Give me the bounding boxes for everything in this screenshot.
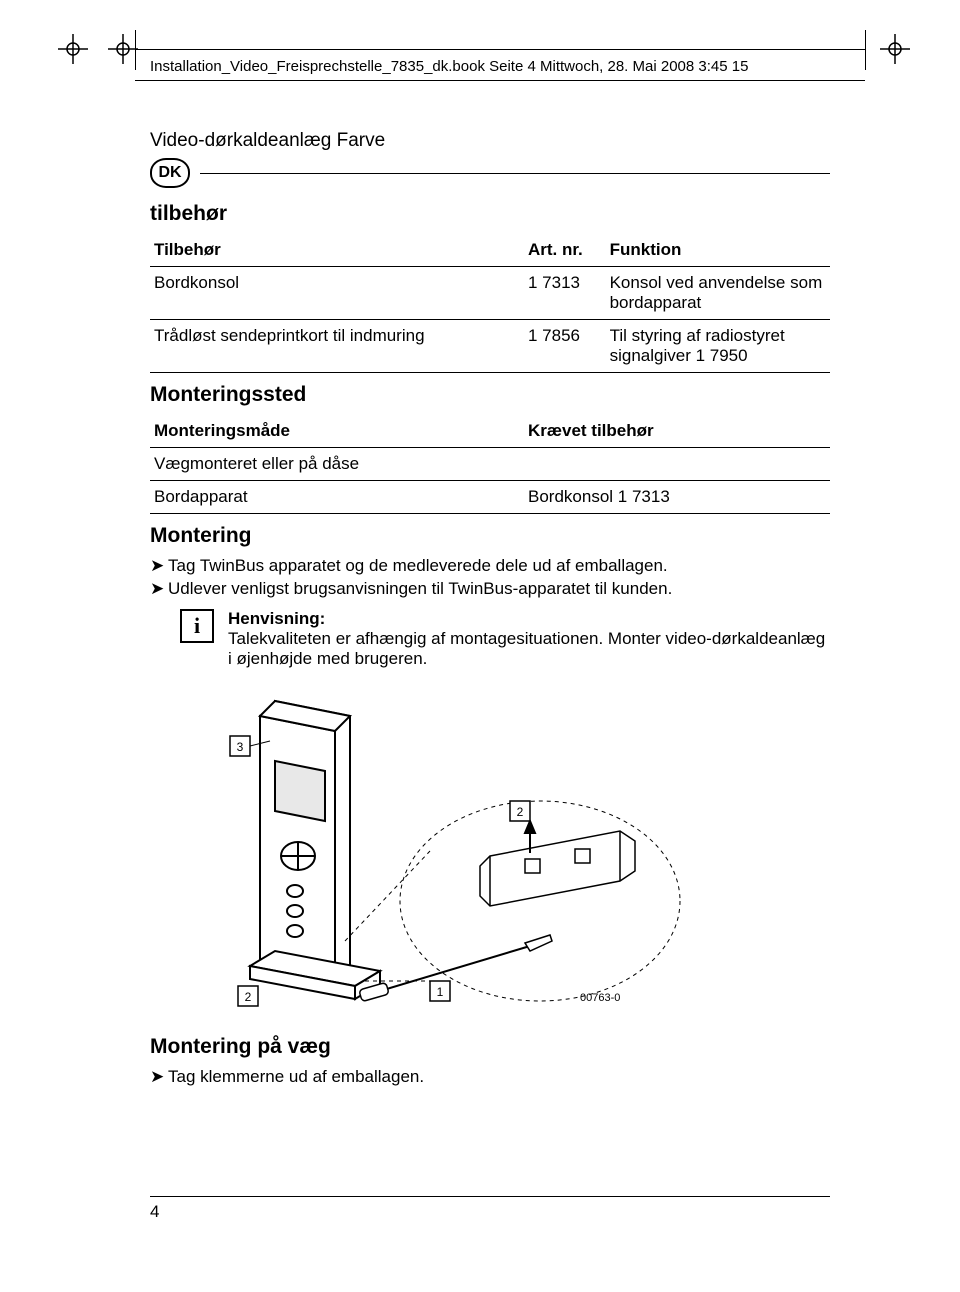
callout-2a: 2 — [245, 990, 252, 1004]
info-icon: i — [180, 609, 214, 643]
cell: 1 7856 — [524, 320, 606, 373]
cell: Konsol ved anvendelse som bordapparat — [606, 267, 830, 320]
footer-rule — [150, 1196, 830, 1197]
callout-1: 1 — [437, 985, 444, 999]
cell: Bordapparat — [150, 481, 524, 514]
cell: Trådløst sendeprintkort til indmuring — [150, 320, 524, 373]
header-underline — [135, 80, 865, 81]
header-rule — [135, 49, 865, 50]
title-rule — [200, 173, 830, 174]
figure-code: 00763-0 — [580, 992, 620, 1004]
section-montering: Montering — [150, 524, 830, 548]
mounting-diagram: 3 2 — [180, 681, 700, 1021]
th-funktion: Funktion — [606, 234, 830, 267]
arrow-icon: ➤ — [150, 556, 168, 576]
step-text: Tag TwinBus apparatet og de medleverede … — [168, 556, 668, 576]
th-tilbehor: Tilbehør — [150, 234, 524, 267]
step-text: Tag klemmerne ud af emballagen. — [168, 1067, 424, 1087]
table-row: Bordapparat Bordkonsol 1 7313 — [150, 481, 830, 514]
accessories-table: Tilbehør Art. nr. Funktion Bordkonsol 1 … — [150, 234, 830, 373]
th-monteringsmaade: Monteringsmåde — [150, 415, 524, 448]
reg-mark — [58, 34, 88, 64]
language-badge: DK — [150, 158, 190, 188]
cell — [524, 448, 830, 481]
section-monteringssted: Monteringssted — [150, 383, 830, 407]
mounting-table: Monteringsmåde Krævet tilbehør Vægmonter… — [150, 415, 830, 514]
th-artnr: Art. nr. — [524, 234, 606, 267]
section-montering-vaeg: Montering på væg — [150, 1035, 830, 1059]
cell: Bordkonsol — [150, 267, 524, 320]
cell: Til styring af radiostyret signalgiver 1… — [606, 320, 830, 373]
vaeg-steps: ➤Tag klemmerne ud af emballagen. — [150, 1067, 830, 1087]
info-body: Talekvaliteten er afhængig af montagesit… — [228, 629, 825, 668]
callout-3: 3 — [237, 740, 244, 754]
cell: 1 7313 — [524, 267, 606, 320]
table-row: Bordkonsol 1 7313 Konsol ved anvendelse … — [150, 267, 830, 320]
th-kraevet: Krævet tilbehør — [524, 415, 830, 448]
arrow-icon: ➤ — [150, 579, 168, 599]
info-note: Henvisning: Talekvaliteten er afhængig a… — [228, 609, 830, 669]
reg-mark — [108, 34, 138, 64]
cell: Vægmonteret eller på dåse — [150, 448, 524, 481]
step-text: Udlever venligst brugsanvisningen til Tw… — [168, 579, 672, 599]
callout-2b: 2 — [517, 805, 524, 819]
header-rule-v1 — [135, 30, 136, 70]
header-text: Installation_Video_Freisprechstelle_7835… — [150, 58, 748, 75]
table-row: Trådløst sendeprintkort til indmuring 1 … — [150, 320, 830, 373]
cell: Bordkonsol 1 7313 — [524, 481, 830, 514]
arrow-icon: ➤ — [150, 1067, 168, 1087]
table-row: Vægmonteret eller på dåse — [150, 448, 830, 481]
section-tilbehor: tilbehør — [150, 202, 830, 226]
document-title: Video-dørkaldeanlæg Farve — [150, 130, 830, 152]
header-rule-v2 — [865, 30, 866, 70]
reg-mark — [880, 34, 910, 64]
info-heading: Henvisning: — [228, 609, 325, 628]
montering-steps: ➤Tag TwinBus apparatet og de medleverede… — [150, 556, 830, 599]
page-number: 4 — [150, 1202, 159, 1222]
